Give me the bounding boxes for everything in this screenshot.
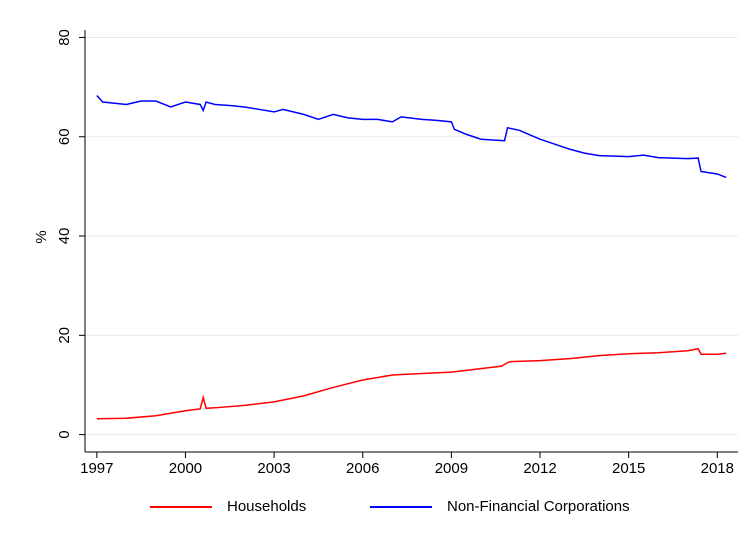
x-tick-label: 2012 xyxy=(523,460,556,477)
y-tick-label: 20 xyxy=(56,327,73,344)
series-line xyxy=(96,95,727,179)
y-tick-label: 60 xyxy=(56,128,73,145)
x-tick-label: 2015 xyxy=(612,460,645,477)
legend-label: Households xyxy=(227,498,306,515)
y-tick-label: 80 xyxy=(56,29,73,46)
x-tick-label: 2009 xyxy=(435,460,468,477)
series-line xyxy=(96,347,727,420)
x-tick-label: 2003 xyxy=(257,460,290,477)
y-tick-label: 0 xyxy=(56,430,73,438)
x-tick-label: 2018 xyxy=(701,460,734,477)
x-tick-label: 1997 xyxy=(80,460,113,477)
legend-label: Non-Financial Corporations xyxy=(447,498,630,515)
x-tick-label: 2006 xyxy=(346,460,379,477)
y-axis-label: % xyxy=(33,230,50,243)
x-tick-label: 2000 xyxy=(169,460,202,477)
y-tick-label: 40 xyxy=(56,228,73,245)
